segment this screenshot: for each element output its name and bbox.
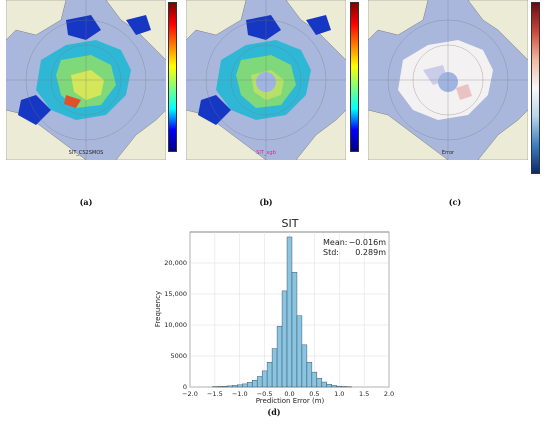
- x-tick-label: 1.5: [359, 390, 369, 398]
- histogram-bar: [306, 361, 313, 388]
- colorbar-b: [350, 2, 359, 152]
- histogram-bar: [336, 385, 342, 388]
- histogram-bar: [296, 315, 303, 388]
- polar-map-a: [6, 0, 166, 160]
- map-caption-a: SIT_CS2SMOS: [68, 150, 104, 156]
- x-tick-label: −1.0: [232, 390, 248, 398]
- x-tick-label: 2.0: [384, 390, 394, 398]
- subfigure-label-a: (a): [79, 197, 93, 207]
- histogram-bar: [222, 385, 228, 388]
- histogram-bar: [251, 379, 258, 388]
- histogram-bar: [247, 382, 253, 388]
- x-tick-label: 1.0: [334, 390, 344, 398]
- histogram-bar: [311, 371, 318, 388]
- y-axis-ticks: 0 5000 10,000 15,000 20,000: [164, 259, 187, 391]
- histogram-chart: SIT −2.0 −1.5 −1.0 −0.5 0.0 0.5 1.0 1.5 2.0 0 500…: [154, 217, 394, 405]
- y-tick-label: 15,000: [164, 290, 187, 298]
- y-tick-label: 20,000: [164, 259, 187, 267]
- stat-std-label: Std:: [323, 248, 339, 257]
- histogram-bar: [281, 290, 288, 388]
- histogram-bar: [237, 384, 243, 388]
- histogram-bar: [242, 383, 248, 388]
- polar-map-c: [368, 0, 528, 160]
- histogram-bar: [217, 386, 223, 388]
- x-axis-label: Prediction Error (m): [256, 397, 325, 405]
- histogram-bar: [232, 385, 238, 388]
- map-panel-sit-xgb: [186, 0, 346, 160]
- stat-mean-label: Mean:: [323, 238, 348, 247]
- subfigure-label-b: (b): [259, 197, 273, 207]
- histogram-bar: [271, 348, 278, 388]
- x-axis-ticks: −2.0 −1.5 −1.0 −0.5 0.0 0.5 1.0 1.5 2.0: [182, 390, 394, 398]
- histogram-bar: [276, 326, 283, 388]
- histogram-bars: [212, 236, 352, 388]
- histogram-bar: [266, 361, 273, 388]
- histogram-bar: [261, 370, 268, 388]
- subfigure-label-d: (d): [267, 407, 281, 417]
- x-tick-label: −0.5: [257, 390, 273, 398]
- stat-mean-value: −0.016m: [349, 238, 387, 247]
- y-tick-label: 0: [183, 383, 187, 391]
- polar-map-b: [186, 0, 346, 160]
- histogram-bar: [227, 385, 233, 388]
- x-tick-label: 0.5: [309, 390, 319, 398]
- y-tick-label: 10,000: [164, 321, 187, 329]
- histogram-bar: [286, 236, 293, 388]
- stat-std-value: 0.289m: [355, 248, 386, 257]
- map-caption-c: Error: [441, 150, 455, 156]
- histogram-bar: [331, 385, 337, 388]
- x-tick-label: 0.0: [284, 390, 294, 398]
- histogram-bar: [291, 272, 298, 388]
- colorbar-a: [168, 2, 177, 152]
- histogram-bar: [316, 378, 323, 388]
- chart-title: SIT: [282, 217, 299, 230]
- x-tick-label: −1.5: [207, 390, 223, 398]
- x-tick-label: −2.0: [182, 390, 198, 398]
- y-axis-label: Frequency: [154, 291, 162, 327]
- histogram-bar: [256, 376, 263, 388]
- histogram-bar: [326, 384, 332, 388]
- histogram-bar: [301, 344, 308, 388]
- y-tick-label: 5000: [170, 352, 187, 360]
- map-panel-error: [368, 0, 528, 160]
- histogram-bar: [321, 381, 328, 388]
- map-caption-b: SIT_xgb: [256, 150, 276, 156]
- subfigure-label-c: (c): [448, 197, 462, 207]
- colorbar-c: [531, 2, 540, 174]
- map-panel-sit-cs2smos: [6, 0, 166, 160]
